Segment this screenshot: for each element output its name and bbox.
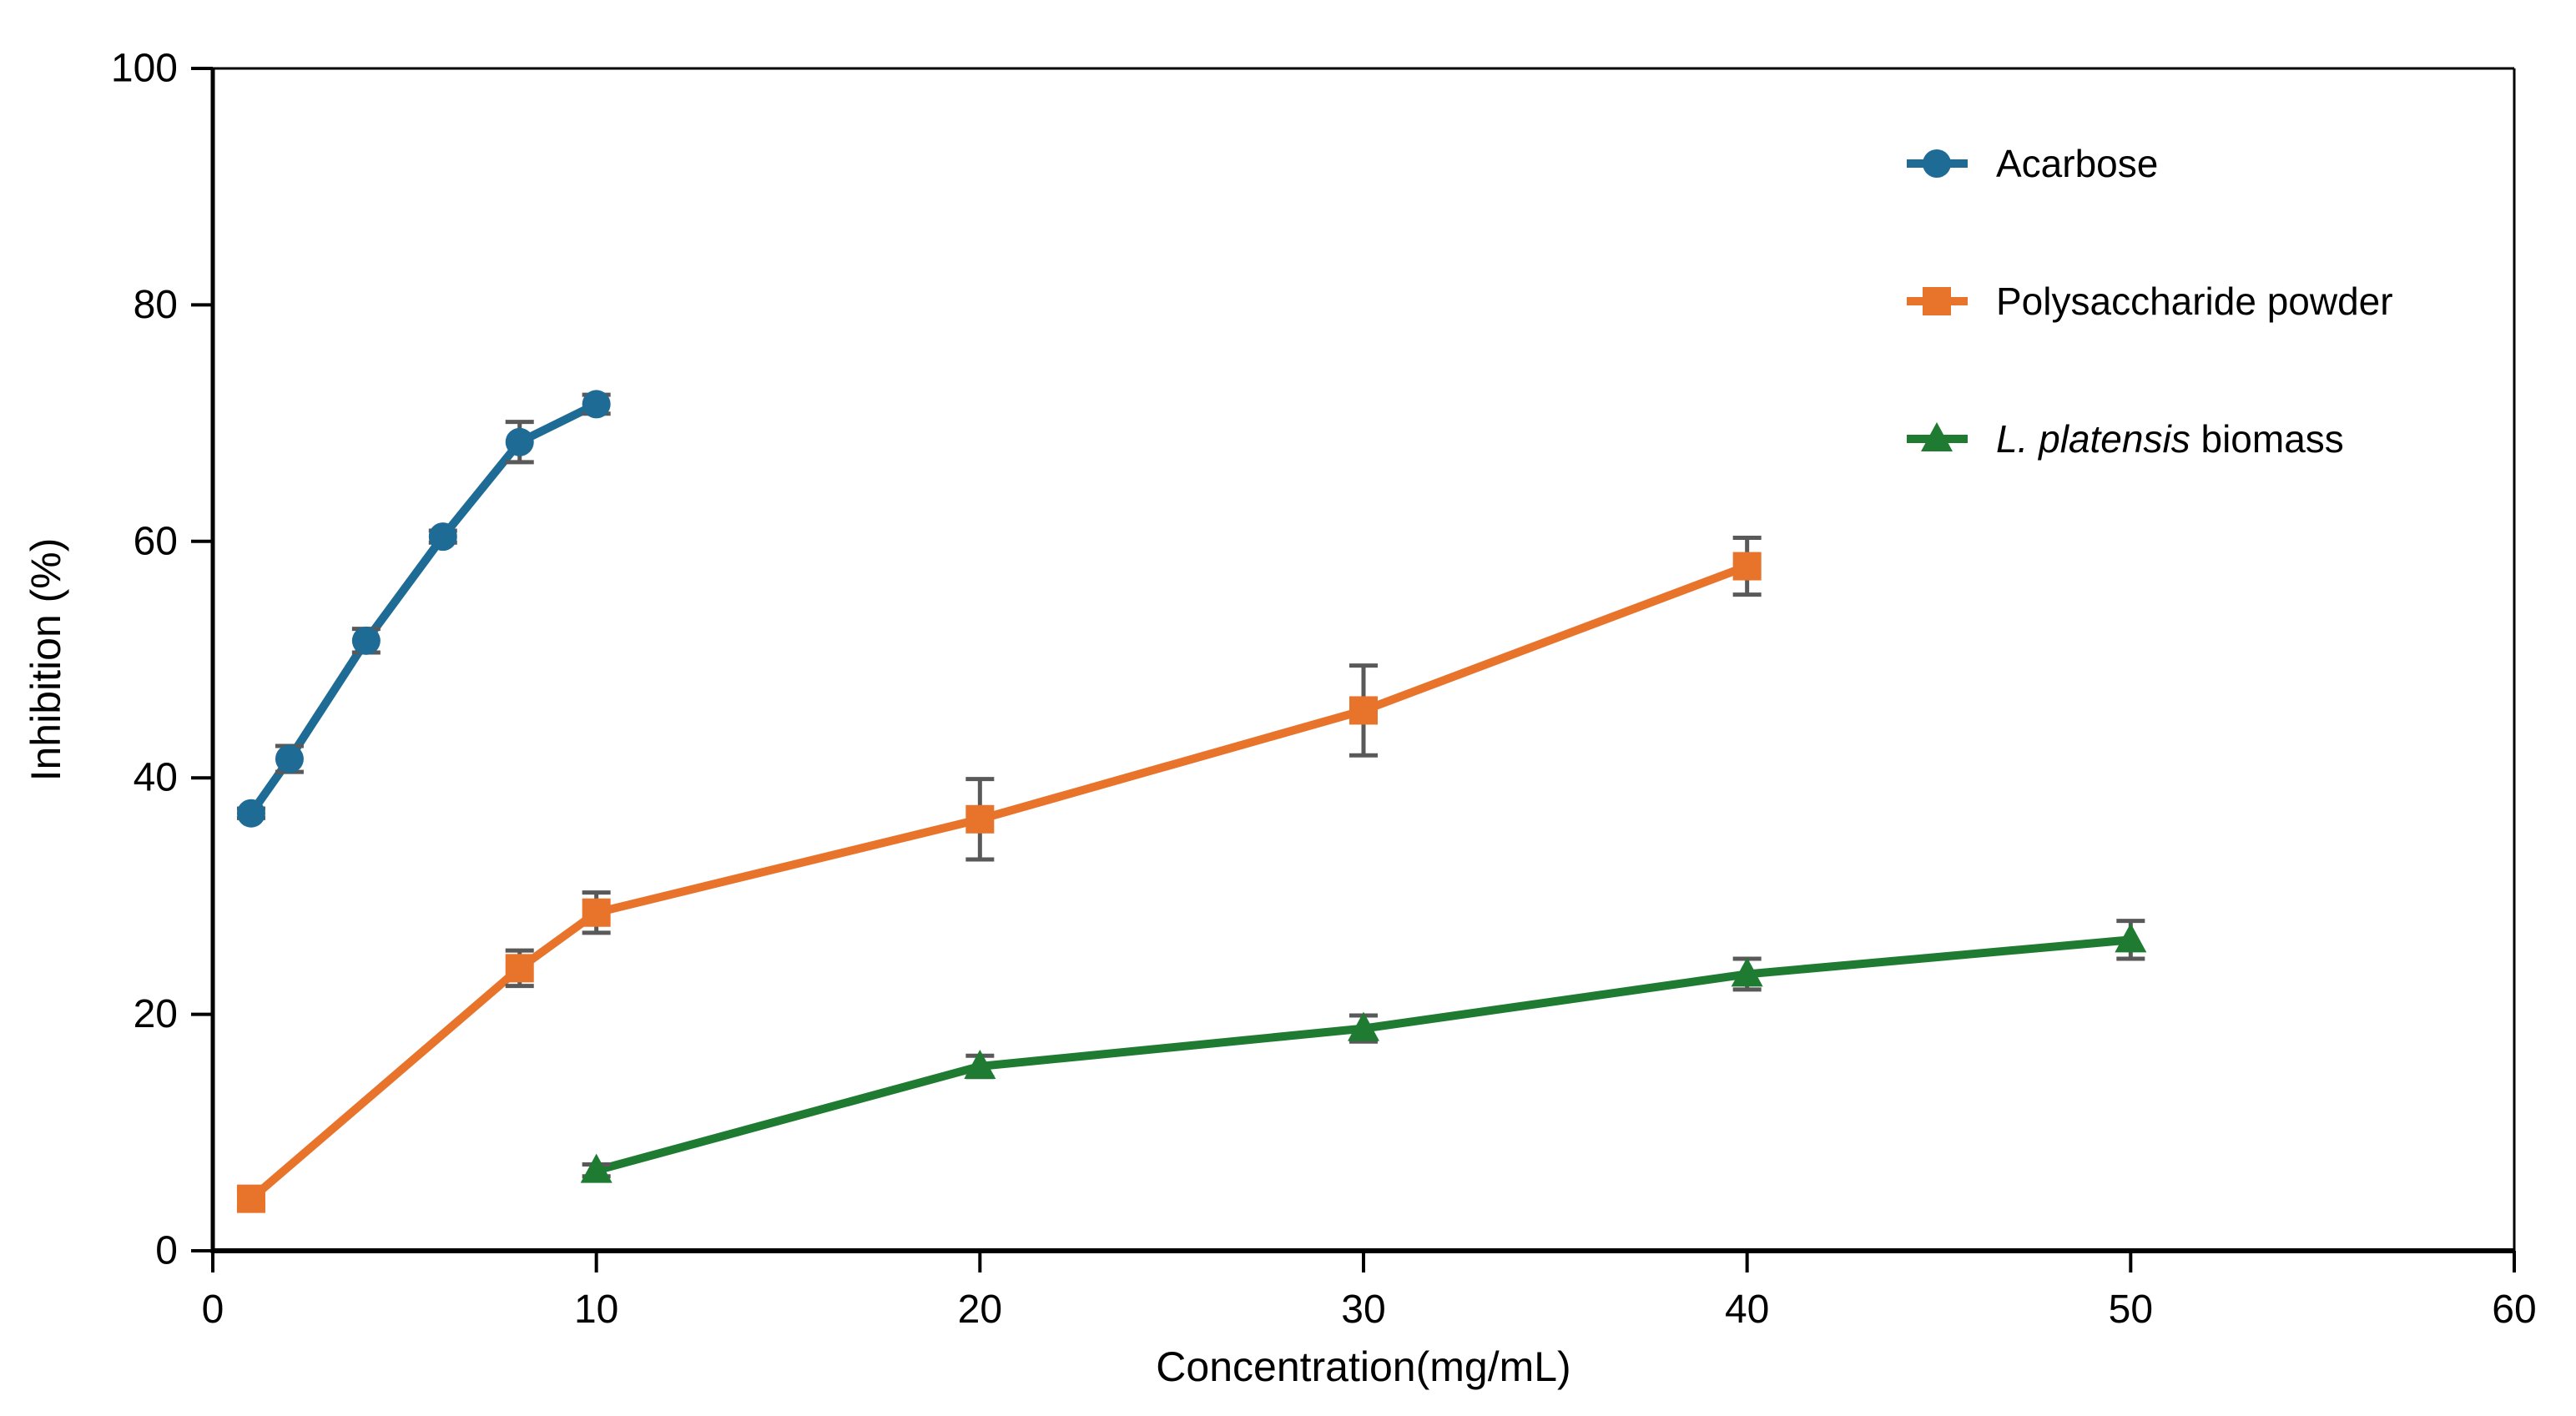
data-point-marker-l-platensis-biomass — [580, 1153, 612, 1183]
data-point-marker-acarbose — [428, 522, 457, 552]
series-line-acarbose — [246, 400, 601, 818]
data-point-marker-acarbose — [236, 799, 265, 828]
y-tick-label: 100 — [111, 47, 178, 91]
legend-label-acarbose: Acarbose — [1996, 142, 2158, 185]
legend-key-marker-acarbose — [1923, 149, 1951, 178]
series-line-polysaccharide-powder — [246, 562, 1752, 1203]
data-point-marker-polysaccharide-powder — [1732, 552, 1762, 581]
data-point-marker-acarbose — [582, 390, 611, 419]
x-tick-label: 50 — [2109, 1288, 2153, 1332]
x-tick-label: 60 — [2492, 1288, 2536, 1332]
data-point-marker-acarbose — [505, 427, 534, 456]
y-axis-title: Inhibition (%) — [23, 538, 69, 782]
y-tick-label: 0 — [155, 1229, 178, 1273]
series-line-l-platensis-biomass — [592, 935, 2135, 1175]
x-tick-label: 10 — [574, 1288, 618, 1332]
data-point-marker-l-platensis-biomass — [964, 1049, 996, 1079]
y-tick-label: 80 — [134, 283, 178, 327]
data-point-marker-polysaccharide-powder — [236, 1184, 265, 1213]
y-tick-label: 40 — [134, 756, 178, 800]
data-point-marker-polysaccharide-powder — [505, 954, 534, 983]
legend-label-l-platensis-biomass: L. platensis biomass — [1996, 417, 2344, 461]
data-point-marker-acarbose — [275, 744, 304, 774]
x-tick-label: 0 — [202, 1288, 224, 1332]
data-point-marker-l-platensis-biomass — [1348, 1011, 1379, 1041]
y-tick-label: 60 — [134, 519, 178, 563]
x-tick-label: 30 — [1341, 1288, 1385, 1332]
data-point-marker-polysaccharide-powder — [1349, 696, 1378, 725]
data-point-marker-l-platensis-biomass — [1731, 957, 1763, 987]
data-point-marker-polysaccharide-powder — [582, 898, 611, 927]
data-point-marker-l-platensis-biomass — [2115, 923, 2147, 953]
data-point-marker-acarbose — [351, 626, 381, 655]
x-tick-label: 40 — [1725, 1288, 1769, 1332]
x-axis-title: Concentration(mg/mL) — [1156, 1343, 1570, 1390]
legend-label-polysaccharide-powder: Polysaccharide powder — [1996, 280, 2393, 323]
x-tick-label: 20 — [958, 1288, 1002, 1332]
data-point-marker-polysaccharide-powder — [965, 804, 995, 834]
legend-key-marker-l-platensis-biomass — [1921, 422, 1953, 451]
y-tick-label: 20 — [134, 992, 178, 1036]
legend-key-marker-polysaccharide-powder — [1923, 287, 1951, 315]
